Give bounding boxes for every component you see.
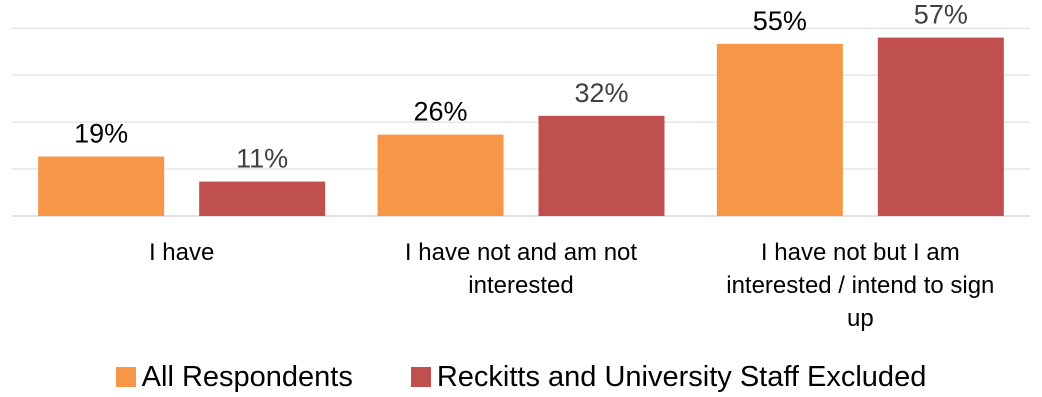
bar-all-respondents-2 [377,134,504,216]
data-label-all-respondents-2: 26% [413,97,467,127]
bar-all-respondents-1 [38,156,165,216]
legend-item-staff-excluded: Reckitts and University Staff Excluded [410,360,927,394]
bar-reckitts-and-university-staff-excluded-2 [538,115,665,216]
data-label-reckitts-and-university-staff-excluded-1: 11% [236,144,288,174]
category-label-1: I have [149,239,214,266]
legend-label-staff-excluded: Reckitts and University Staff Excluded [436,360,927,393]
data-label-all-respondents-1: 19% [74,119,128,149]
category-label-2: I have not and am not interested [405,239,637,299]
category-label-line: up [847,305,874,332]
data-label-reckitts-and-university-staff-excluded-2: 32% [574,78,628,108]
legend-item-all-respondents: All Respondents [115,360,353,394]
category-label-line: interested / intend to sign [726,272,994,299]
legend-swatch-staff-excluded [410,367,431,387]
legend-swatch-all-respondents [115,367,136,387]
category-label-3: I have not but I am interested / intend t… [726,239,994,332]
data-label-all-respondents-3: 55% [753,6,807,36]
bar-all-respondents-3 [716,43,843,216]
bar-chart: 19% 11% I have 26% 32% I have not and am not i… [12,0,1030,332]
category-label-line: I have not and am not [405,239,637,266]
legend: All Respondents Reckitts and University … [0,357,1042,397]
category-label-line: interested [468,272,573,299]
category-label-line: I have [149,239,214,266]
data-label-reckitts-and-university-staff-excluded-3: 57% [914,0,968,30]
category-label-line: I have not but I am [761,239,960,266]
legend-label-all-respondents: All Respondents [141,360,353,393]
bar-reckitts-and-university-staff-excluded-3 [877,37,1004,217]
bar-reckitts-and-university-staff-excluded-1 [199,181,326,216]
